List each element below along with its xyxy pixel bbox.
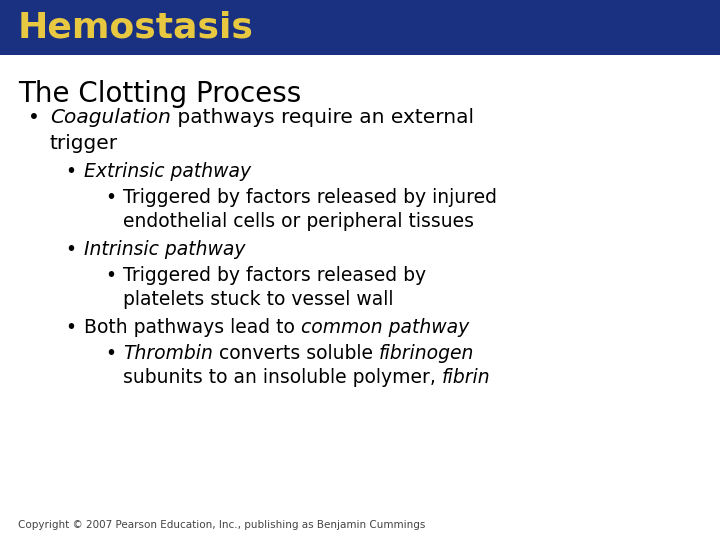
Text: Hemostasis: Hemostasis [18, 11, 254, 45]
Text: The Clotting Process: The Clotting Process [18, 80, 301, 108]
Text: trigger: trigger [50, 134, 118, 153]
Text: pathways require an external: pathways require an external [171, 108, 474, 127]
Text: Intrinsic pathway: Intrinsic pathway [84, 240, 246, 259]
Text: platelets stuck to vessel wall: platelets stuck to vessel wall [123, 290, 394, 309]
Text: common pathway: common pathway [301, 318, 469, 337]
Text: fibrin: fibrin [442, 368, 490, 387]
Text: •: • [65, 240, 76, 259]
Text: Extrinsic pathway: Extrinsic pathway [84, 162, 251, 181]
Text: converts soluble: converts soluble [213, 344, 379, 363]
Text: •: • [65, 162, 76, 181]
Text: •: • [28, 108, 40, 127]
Text: Coagulation: Coagulation [50, 108, 171, 127]
Text: Triggered by factors released by: Triggered by factors released by [123, 266, 426, 285]
Text: Both pathways lead to: Both pathways lead to [84, 318, 301, 337]
Text: Thrombin: Thrombin [123, 344, 213, 363]
Text: subunits to an insoluble polymer,: subunits to an insoluble polymer, [123, 368, 442, 387]
Text: fibrinogen: fibrinogen [379, 344, 474, 363]
Text: •: • [105, 188, 116, 207]
Text: Triggered by factors released by injured: Triggered by factors released by injured [123, 188, 497, 207]
Text: •: • [105, 266, 116, 285]
Text: •: • [65, 318, 76, 337]
Bar [0, 0, 720, 55]
Text: •: • [105, 344, 116, 363]
Text: endothelial cells or peripheral tissues: endothelial cells or peripheral tissues [123, 212, 474, 231]
Text: Copyright © 2007 Pearson Education, Inc., publishing as Benjamin Cummings: Copyright © 2007 Pearson Education, Inc.… [18, 520, 426, 530]
